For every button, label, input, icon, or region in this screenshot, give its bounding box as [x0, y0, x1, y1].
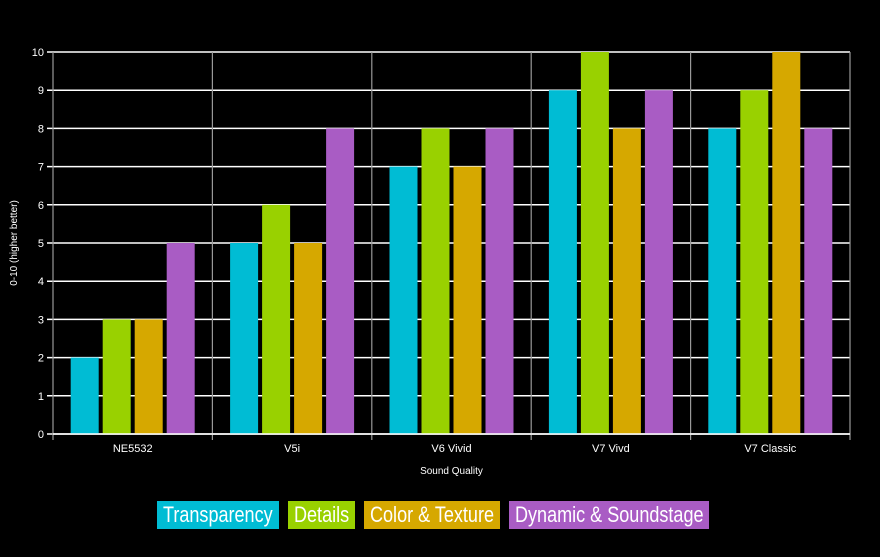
y-tick-label: 1 — [38, 391, 44, 403]
bar — [134, 319, 163, 434]
x-tick-label: V5i — [284, 443, 300, 455]
y-tick-label: 0 — [38, 429, 44, 441]
x-tick-label: V7 Vivd — [592, 443, 630, 455]
bar — [262, 204, 291, 434]
y-tick-label: 9 — [38, 85, 44, 97]
legend-item[interactable]: Dynamic & Soundstage — [508, 501, 710, 529]
y-axis-label: 0-10 (higher better) — [9, 200, 20, 286]
bar — [708, 128, 737, 434]
bar — [453, 166, 482, 434]
legend-label: Transparency — [163, 502, 273, 527]
y-tick-label: 7 — [38, 162, 44, 174]
y-tick-label: 2 — [38, 353, 44, 365]
bar — [772, 52, 801, 434]
legend-item[interactable]: Transparency — [157, 501, 279, 529]
legend-label: Color & Texture — [369, 502, 494, 527]
y-tick-label: 10 — [32, 47, 44, 59]
legend: Transparency Details Color & Texture Dynami… — [157, 501, 718, 529]
y-tick-label: 6 — [38, 200, 44, 212]
bar — [580, 52, 609, 434]
x-tick-label: V7 Classic — [744, 443, 796, 455]
legend-label: Details — [293, 502, 349, 527]
bar — [102, 319, 131, 434]
legend-label: Dynamic & Soundstage — [514, 502, 704, 527]
bar — [389, 166, 418, 434]
x-tick-label: V6 Vivid — [431, 443, 471, 455]
bar — [804, 128, 833, 434]
y-tick-label: 4 — [38, 276, 44, 288]
bar — [421, 128, 450, 434]
y-tick-label: 8 — [38, 123, 44, 135]
y-tick-label: 3 — [38, 314, 44, 326]
x-axis-label: Sound Quality — [420, 466, 483, 477]
bar — [326, 128, 355, 434]
bar — [644, 90, 673, 434]
legend-item[interactable]: Color & Texture — [363, 501, 500, 529]
y-tick-label: 5 — [38, 238, 44, 250]
bar — [485, 128, 514, 434]
bar — [740, 90, 769, 434]
bar — [294, 243, 323, 434]
bar — [166, 243, 195, 434]
bar — [548, 90, 577, 434]
bar — [230, 243, 259, 434]
bar — [70, 357, 99, 434]
legend-item[interactable]: Details — [287, 501, 355, 529]
x-tick-label: NE5532 — [113, 443, 153, 455]
bar — [612, 128, 641, 434]
